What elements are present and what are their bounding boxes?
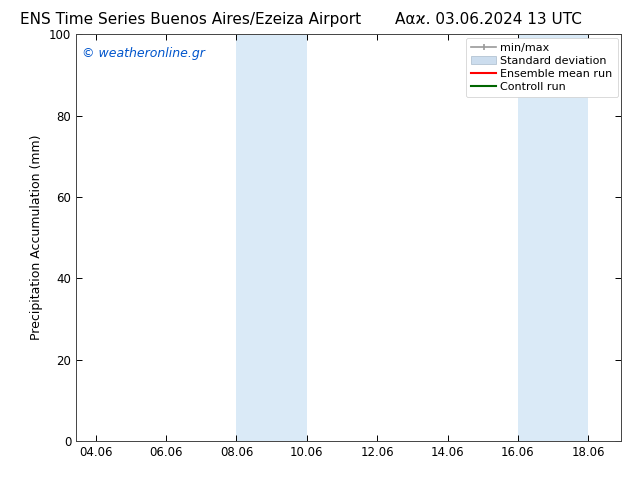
Text: ENS Time Series Buenos Aires/Ezeiza Airport: ENS Time Series Buenos Aires/Ezeiza Airp… [20, 12, 361, 27]
Text: © weatheronline.gr: © weatheronline.gr [82, 47, 204, 59]
Legend: min/max, Standard deviation, Ensemble mean run, Controll run: min/max, Standard deviation, Ensemble me… [466, 38, 618, 97]
Y-axis label: Precipitation Accumulation (mm): Precipitation Accumulation (mm) [30, 135, 43, 341]
Text: Ααϰ. 03.06.2024 13 UTC: Ααϰ. 03.06.2024 13 UTC [395, 12, 581, 27]
Bar [236, 34, 307, 441]
Bar [518, 34, 588, 441]
